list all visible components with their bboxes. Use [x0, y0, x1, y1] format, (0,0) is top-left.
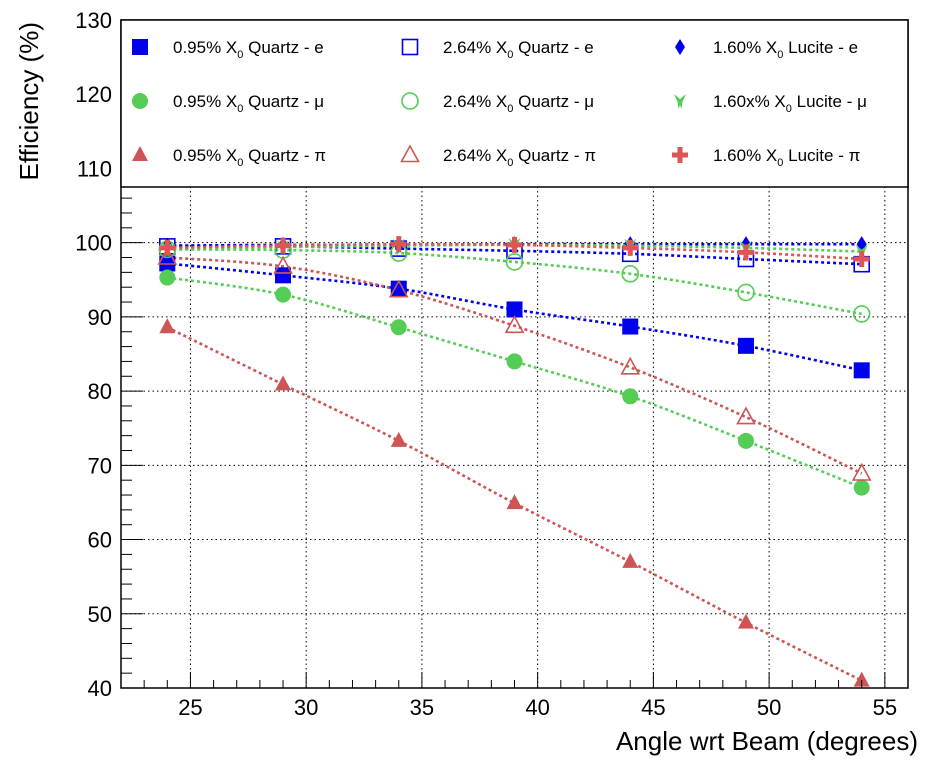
data-point-series-5: [388, 279, 409, 298]
grid-lines: [121, 20, 908, 688]
legend-marker-6: [675, 39, 685, 55]
data-point-series-1: [506, 353, 523, 370]
data-point-series-0: [737, 337, 754, 354]
data-point-series-1: [390, 319, 407, 336]
data-point-series-0: [622, 318, 639, 335]
data-point-series-8: [390, 236, 407, 253]
data-point-series-8: [275, 237, 292, 254]
legend-label-8: 1.60% X0 Lucite - π: [713, 146, 860, 169]
legend-marker-0: [132, 39, 148, 55]
data-point-series-4: [852, 305, 871, 323]
data-point-series-5: [620, 356, 641, 375]
y-tick-label: 50: [88, 602, 112, 627]
legend-marker-7: [674, 94, 686, 109]
legend-marker-5: [400, 144, 420, 163]
legend-label-6: 1.60% X0 Lucite - e: [713, 38, 858, 61]
y-axis-title: Efficiency (%): [14, 22, 44, 180]
y-tick-label: 80: [88, 379, 112, 404]
legend-label-1: 0.95% X0 Quartz - μ: [173, 92, 324, 115]
data-point-series-2: [853, 671, 870, 687]
x-tick-label: 35: [410, 695, 434, 720]
legend-marker-1: [132, 93, 148, 109]
data-point-series-2: [737, 613, 754, 629]
y-tick-label: 40: [88, 676, 112, 701]
data-point-series-1: [853, 479, 870, 496]
data-point-series-8: [622, 239, 639, 256]
data-point-series-8: [506, 236, 523, 253]
legend: 0.95% X0 Quartz - e 0.95% X0 Quartz - μ 0.…: [120, 19, 909, 188]
data-point-series-1: [622, 388, 639, 405]
legend-label-0: 0.95% X0 Quartz - e: [173, 38, 324, 61]
x-tick-label: 50: [757, 695, 781, 720]
data-point-series-8: [853, 250, 870, 267]
legend-box: [120, 19, 909, 188]
data-point-series-0: [853, 362, 870, 379]
data-points: [157, 236, 872, 687]
data-point-series-4: [505, 253, 524, 271]
data-point-series-5: [851, 462, 872, 481]
legend-label-4: 2.64% X0 Quartz - μ: [443, 92, 594, 115]
x-axis-title: Angle wrt Beam (degrees): [616, 726, 918, 756]
y-tick-label: 130: [75, 8, 112, 33]
data-point-series-0: [275, 267, 292, 284]
legend-marker-2: [132, 146, 148, 161]
fit-line-series-5: [167, 256, 863, 475]
data-point-series-5: [273, 255, 293, 274]
data-point-series-8: [159, 239, 176, 256]
data-point-series-2: [622, 552, 639, 568]
x-tick-label: 55: [873, 695, 897, 720]
data-point-series-1: [275, 286, 292, 303]
y-tick-label: 120: [75, 82, 112, 107]
data-point-series-4: [737, 283, 755, 302]
legend-marker-8: [672, 147, 688, 163]
y-tick-label: 90: [88, 305, 112, 330]
data-point-series-1: [737, 432, 754, 449]
data-point-series-5: [157, 246, 178, 265]
data-point-series-8: [737, 244, 754, 261]
data-point-series-1: [159, 269, 176, 286]
legend-label-5: 2.64% X0 Quartz - π: [443, 146, 596, 169]
data-point-series-0: [506, 301, 523, 318]
legend-label-2: 0.95% X0 Quartz - π: [173, 146, 326, 169]
data-point-series-2: [506, 494, 523, 510]
y-tick-label: 110: [77, 156, 112, 181]
y-tick-label: 100: [75, 231, 112, 256]
legend-marker-3: [401, 38, 419, 56]
data-point-series-0: [390, 280, 407, 297]
x-tick-label: 45: [641, 695, 665, 720]
data-point-series-2: [390, 431, 407, 447]
data-point-series-2: [275, 375, 292, 391]
data-point-series-4: [621, 265, 640, 283]
x-tick-label: 25: [178, 695, 202, 720]
legend-label-7: 1.60x% X0 Lucite - μ: [713, 92, 867, 115]
axes: 25 30 35 40 45 50 55 40 50 60 70 80 90 100 110 120 130: [75, 8, 909, 720]
legend-label-3: 2.64% X0 Quartz - e: [443, 38, 594, 61]
legend-marker-4: [401, 92, 419, 110]
data-point-series-2: [159, 318, 176, 334]
y-tick-label: 60: [88, 528, 112, 553]
x-tick-label: 40: [525, 695, 549, 720]
y-tick-label: 70: [88, 453, 112, 478]
data-point-series-5: [736, 406, 756, 425]
data-point-series-5: [504, 315, 525, 334]
x-tick-label: 30: [294, 695, 318, 720]
